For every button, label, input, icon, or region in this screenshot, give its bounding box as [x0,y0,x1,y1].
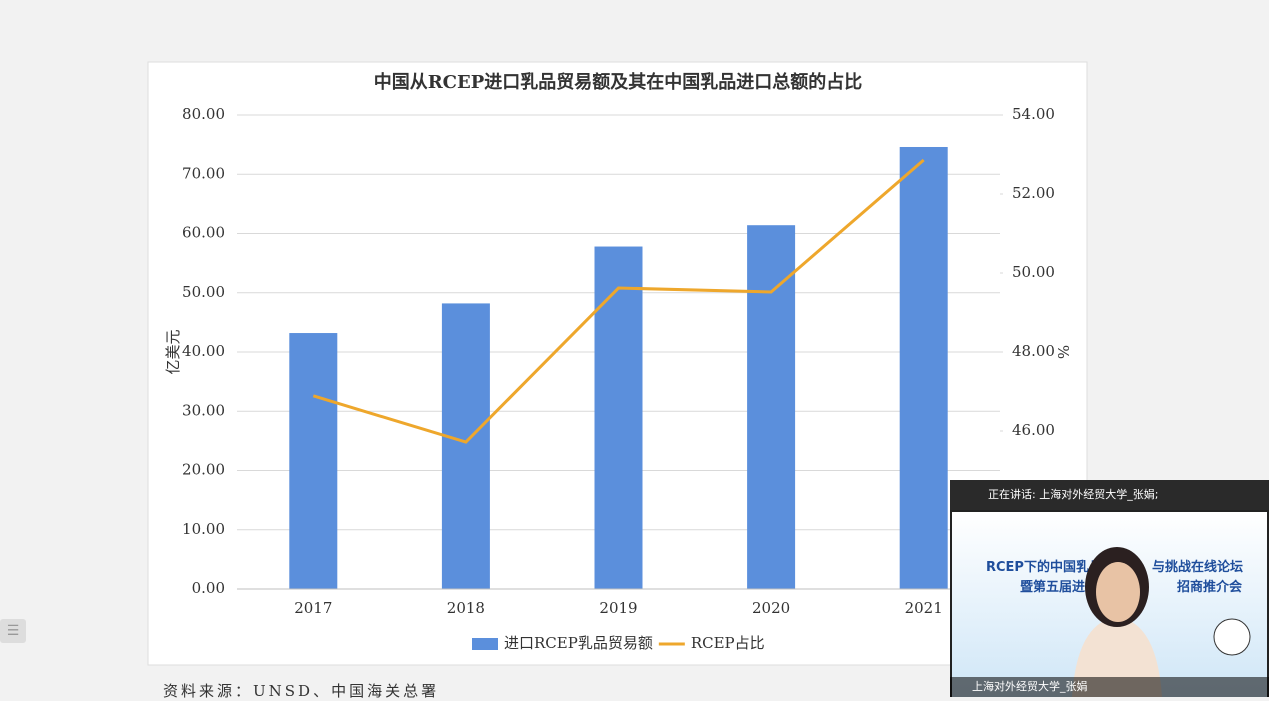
y2-tick-label: 54.00 [1012,105,1055,123]
x-tick-label: 2020 [752,599,790,617]
y2-tick-label: 52.00 [1012,184,1055,202]
menu-button[interactable]: ☰ [0,619,26,643]
shared-slide: RCEP下的中国乳品 与挑战在线论坛 暨第五届进博会 招商推介会 [952,512,1267,697]
line [312,158,925,444]
y-tick-label: 60.00 [182,224,225,242]
bar [441,303,490,589]
y-tick-label: 30.00 [182,401,225,419]
bar [594,246,643,589]
y-tick-label: 70.00 [182,164,225,182]
y2-axis-label: % [1054,345,1072,359]
y2-tick-label: 48.00 [1012,342,1055,360]
bar [899,146,948,589]
x-tick-label: 2021 [905,599,943,617]
x-tick-label: 2019 [599,599,637,617]
slide-text: 招商推介会 [1177,580,1243,595]
y-axis-label: 亿美元 [164,329,182,374]
source-note: 资料来源：UNSD、中国海关总署 [163,682,440,700]
legend-swatch [472,638,498,650]
legend-label: 进口RCEP乳品贸易额 [504,634,653,652]
y2-tick-label: 46.00 [1012,421,1055,439]
legend-label: RCEP占比 [691,634,765,652]
participant-name: 上海对外经贸大学_张娟 [950,677,1269,697]
x-tick-label: 2017 [294,599,332,617]
y-tick-label: 10.00 [182,520,225,538]
speaker [1072,547,1251,697]
chart-title: 中国从RCEP进口乳品贸易额及其在中国乳品进口总额的占比 [374,71,863,93]
y-tick-label: 20.00 [182,461,225,479]
y-tick-label: 0.00 [192,579,225,597]
bar [747,225,796,589]
y-tick-label: 50.00 [182,283,225,301]
slide-text: 与挑战在线论坛 [1152,560,1244,575]
speaking-indicator: 正在讲话: 上海对外经贸大学_张娟; [950,480,1269,510]
y-tick-label: 40.00 [182,342,225,360]
x-tick-label: 2018 [447,599,485,617]
video-window[interactable]: 正在讲话: 上海对外经贸大学_张娟; RCEP下的中国乳品 与挑战在线论坛 暨第… [950,480,1269,697]
y-tick-label: 80.00 [182,105,225,123]
bar [289,333,338,589]
y2-tick-label: 50.00 [1012,263,1055,281]
slide-text: RCEP下的中国乳品 [986,560,1102,575]
